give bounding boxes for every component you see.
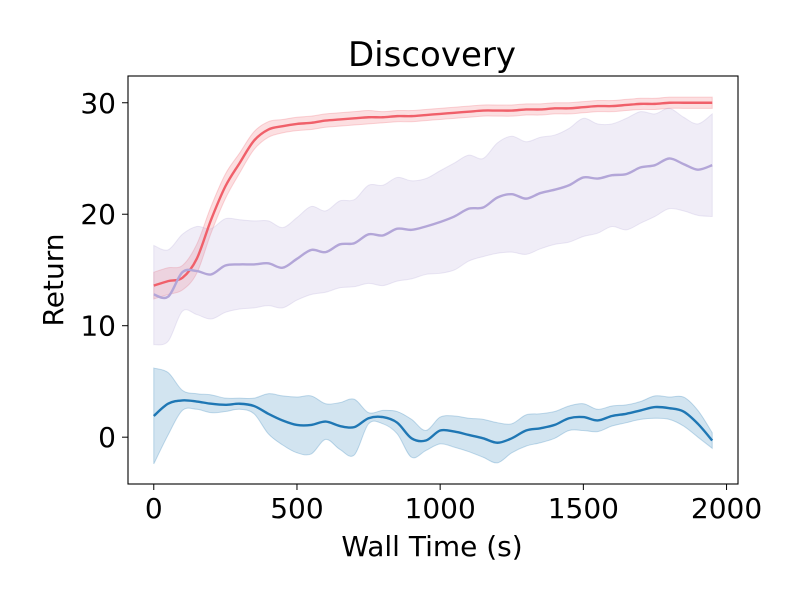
y-axis-label: Return [37,234,70,327]
line-purple [153,157,713,300]
line-blue [152,399,714,444]
y-tick-label: 20 [80,198,116,231]
x-axis-label: Wall Time (s) [341,530,522,563]
band-red [153,96,713,300]
band-blue [153,367,713,465]
y-tick-label: 30 [80,87,116,120]
y-tick-label: 10 [80,310,116,343]
x-tick-label: 0 [145,492,163,525]
line-red [153,101,713,287]
x-tick-label: 500 [270,492,323,525]
band-purple [153,107,713,346]
x-tick-label: 1500 [548,492,619,525]
plot-frame [127,75,739,485]
x-tick-label: 1000 [405,492,476,525]
y-axis-ticks: 0 10 20 30 [80,87,128,454]
x-axis-ticks: 0 500 1000 1500 2000 [145,484,762,525]
chart-title: Discovery [348,35,516,75]
confidence-bands [153,96,713,465]
x-tick-label: 2000 [691,492,762,525]
y-tick-label: 0 [98,421,116,454]
series-lines [152,101,714,444]
